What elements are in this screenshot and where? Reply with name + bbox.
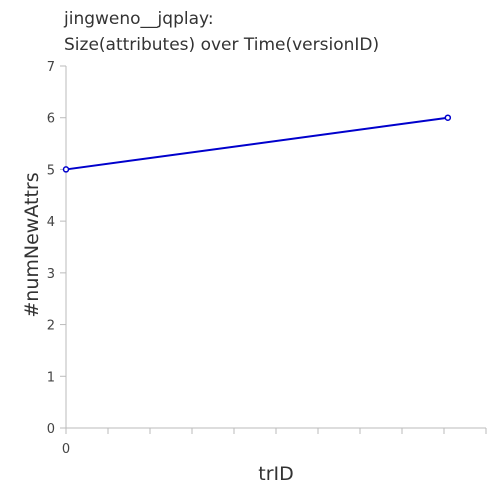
- y-tick-label: 6: [47, 112, 55, 127]
- x-axis: 0: [62, 427, 487, 457]
- x-axis-label: trID: [258, 463, 294, 485]
- data-point: [62, 166, 70, 173]
- y-axis-label: #numNewAttrs: [21, 172, 43, 317]
- chart-title-line-2: Size(attributes) over Time(versionID): [64, 35, 379, 55]
- y-tick-label: 1: [47, 370, 55, 385]
- y-tick-label: 3: [47, 267, 55, 282]
- y-tick-label: 7: [47, 60, 55, 75]
- chart-title: jingweno__jqplay: Size(attributes) over …: [63, 9, 379, 55]
- y-tick-label: 2: [47, 319, 55, 334]
- chart-title-line-1: jingweno__jqplay:: [63, 9, 214, 29]
- y-tick-label: 4: [47, 215, 55, 230]
- y-tick-label: 0: [47, 422, 55, 437]
- x-tick-label: 0: [62, 442, 70, 457]
- y-axis: 0 1 2 3 4 5 6 7: [47, 60, 67, 437]
- data-point: [444, 114, 452, 121]
- series-group: [62, 114, 452, 173]
- series-line: [65, 116, 448, 171]
- y-tick-label: 5: [47, 163, 55, 178]
